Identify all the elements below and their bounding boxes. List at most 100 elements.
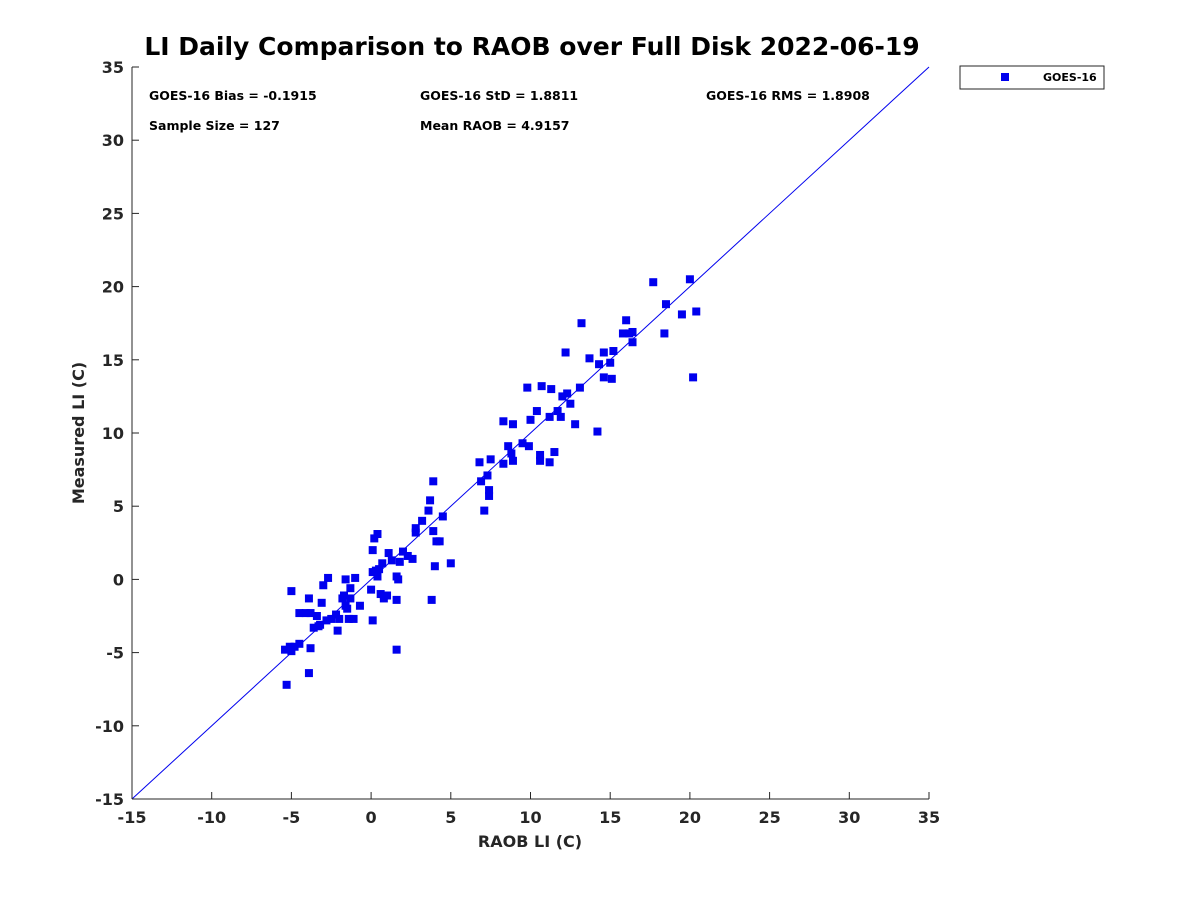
data-point — [649, 278, 658, 287]
y-axis-ticks: -15 -10 -5 0 5 10 15 20 25 30 35 — [95, 58, 139, 809]
legend: GOES-16 — [959, 65, 1105, 90]
data-point — [375, 565, 384, 574]
data-point — [426, 496, 435, 505]
data-point — [585, 354, 594, 363]
data-point — [593, 427, 602, 436]
data-point — [367, 585, 376, 594]
data-point — [332, 610, 341, 619]
data-point — [333, 626, 342, 635]
y-tick-label: 15 — [102, 351, 124, 370]
data-point — [609, 347, 618, 356]
data-point — [545, 458, 554, 467]
data-point — [319, 581, 328, 590]
data-point — [485, 486, 494, 495]
data-point — [418, 516, 427, 525]
data-point — [384, 549, 393, 558]
data-point — [618, 329, 627, 338]
data-point — [322, 616, 331, 625]
data-point — [536, 450, 545, 459]
data-point — [685, 275, 694, 284]
data-point — [518, 439, 527, 448]
stat-sample-size: Sample Size = 127 — [149, 118, 280, 133]
data-point — [499, 459, 508, 468]
data-point — [508, 456, 517, 465]
data-point — [387, 556, 396, 565]
data-point — [526, 415, 535, 424]
data-point — [351, 573, 360, 582]
data-point — [304, 594, 313, 603]
plot-area — [131, 66, 930, 800]
data-point — [523, 383, 532, 392]
data-point — [677, 310, 686, 319]
data-point — [306, 644, 315, 653]
x-tick-label: 0 — [366, 808, 377, 827]
data-point — [577, 319, 586, 328]
stat-mean-raob: Mean RAOB = 4.9157 — [420, 118, 569, 133]
data-point — [370, 534, 379, 543]
data-point — [547, 385, 556, 394]
x-tick-label: 20 — [679, 808, 701, 827]
y-tick-label: 5 — [113, 497, 124, 516]
legend-label: GOES-16 — [1043, 71, 1097, 84]
data-point — [346, 584, 355, 593]
data-point — [344, 614, 353, 623]
x-tick-label: -15 — [118, 808, 147, 827]
data-point — [378, 559, 387, 568]
data-point — [398, 547, 407, 556]
data-point — [536, 456, 545, 465]
x-tick-label: -5 — [283, 808, 301, 827]
data-point — [392, 595, 401, 604]
data-point — [281, 645, 290, 654]
x-axis-ticks: -15 -10 -5 0 5 10 15 20 25 30 35 — [118, 792, 940, 827]
data-point — [561, 348, 570, 357]
data-point — [575, 383, 584, 392]
data-point — [306, 609, 315, 618]
data-point — [475, 458, 484, 467]
data-point — [403, 551, 412, 560]
data-point — [504, 442, 513, 451]
data-point — [599, 348, 608, 357]
y-tick-label: 30 — [102, 131, 124, 150]
data-point — [545, 412, 554, 421]
x-tick-label: 25 — [758, 808, 780, 827]
data-point — [486, 455, 495, 464]
stat-rms: GOES-16 RMS = 1.8908 — [706, 88, 870, 103]
data-point — [324, 573, 333, 582]
data-point — [383, 591, 392, 600]
data-point — [622, 316, 631, 325]
data-point — [537, 382, 546, 391]
y-tick-label: -15 — [95, 790, 124, 809]
data-point — [485, 491, 494, 500]
data-point — [373, 572, 382, 581]
data-point — [508, 420, 517, 429]
data-points — [281, 275, 701, 689]
data-point — [524, 442, 533, 451]
x-tick-label: 35 — [918, 808, 940, 827]
data-point — [304, 669, 313, 678]
data-point — [507, 449, 516, 458]
data-point — [411, 528, 420, 537]
data-point — [692, 307, 701, 316]
data-point — [340, 591, 349, 600]
data-point — [314, 622, 323, 631]
data-point — [368, 546, 377, 555]
stat-bias: GOES-16 Bias = -0.1915 — [149, 88, 317, 103]
x-tick-label: 30 — [838, 808, 860, 827]
data-point — [566, 399, 575, 408]
y-tick-label: 35 — [102, 58, 124, 77]
data-point — [301, 609, 310, 618]
data-point — [429, 527, 438, 536]
data-point — [346, 594, 355, 603]
data-point — [427, 595, 436, 604]
data-point — [599, 373, 608, 382]
data-point — [477, 477, 486, 486]
data-point — [532, 407, 541, 416]
data-point — [335, 614, 344, 623]
data-point — [429, 477, 438, 486]
x-tick-label: -10 — [197, 808, 226, 827]
data-point — [628, 327, 637, 336]
data-point — [571, 420, 580, 429]
data-point — [628, 338, 637, 347]
data-point — [411, 524, 420, 533]
